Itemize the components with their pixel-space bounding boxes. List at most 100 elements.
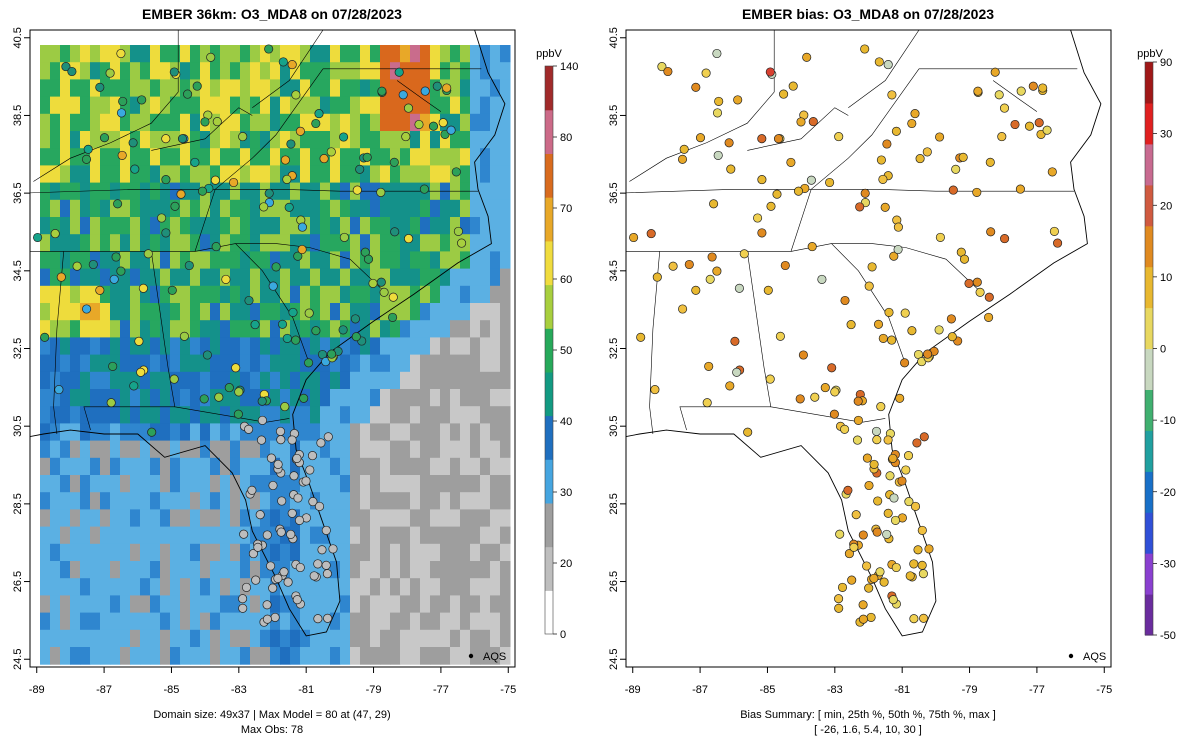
bias-station xyxy=(860,188,870,198)
grid-cell xyxy=(230,285,241,304)
grid-cell xyxy=(200,148,211,166)
grid-cell xyxy=(400,217,411,235)
grid-cell xyxy=(110,131,121,149)
x-tick-label: -85 xyxy=(760,684,776,696)
grid-cell xyxy=(150,492,161,510)
grid-cell xyxy=(190,423,201,442)
grid-cell xyxy=(250,285,261,304)
grid-cell xyxy=(490,96,501,115)
grid-cell xyxy=(470,578,481,596)
bias-station xyxy=(834,132,844,142)
bias-station xyxy=(917,560,927,570)
grid-cell xyxy=(430,423,441,442)
grid-cell xyxy=(130,320,141,338)
grid-cell xyxy=(450,406,461,424)
grid-cell xyxy=(410,389,421,407)
grid-cell xyxy=(320,217,331,235)
grid-cell xyxy=(210,595,221,614)
grid-cell xyxy=(420,285,431,304)
grid-cell xyxy=(470,526,481,545)
grid-cell xyxy=(340,96,351,115)
aqs-station xyxy=(379,287,389,297)
grid-cell xyxy=(170,389,181,407)
grid-cell xyxy=(120,647,131,665)
grid-cell xyxy=(180,629,191,648)
grid-cell xyxy=(360,492,371,510)
aqs-station xyxy=(362,152,372,162)
grid-cell xyxy=(220,595,231,614)
colorbar-segment xyxy=(545,546,553,591)
grid-cell xyxy=(150,647,161,665)
grid-cell xyxy=(130,561,141,579)
state-border xyxy=(811,68,920,190)
grid-cell xyxy=(310,303,321,321)
bias-station xyxy=(984,312,994,322)
grid-cell xyxy=(310,475,321,493)
grid-cell xyxy=(130,647,141,665)
aqs-station xyxy=(256,435,267,445)
grid-cell xyxy=(200,303,211,321)
grid-cell xyxy=(180,371,191,390)
colorbar-unit: ppbV xyxy=(536,48,562,60)
grid-cell xyxy=(330,389,341,407)
grid-cell xyxy=(220,509,231,528)
grid-cell xyxy=(200,165,211,184)
grid-cell xyxy=(290,337,301,356)
grid-cell xyxy=(40,148,51,166)
grid-cell xyxy=(440,475,451,493)
grid-cell xyxy=(460,423,471,442)
colorbar-tick-label: 70 xyxy=(560,203,572,215)
grid-cell xyxy=(310,457,321,476)
grid-cell xyxy=(190,217,201,235)
grid-cell xyxy=(320,475,331,493)
grid-cell xyxy=(310,131,321,149)
grid-cell xyxy=(120,62,131,80)
grid-cell xyxy=(500,45,511,63)
y-tick-label: 26.5 xyxy=(608,571,620,592)
grid-cell xyxy=(430,526,441,545)
grid-cell xyxy=(420,509,431,528)
grid-cell xyxy=(140,578,151,596)
grid-cell xyxy=(300,199,311,218)
grid-cell xyxy=(210,251,221,270)
grid-cell xyxy=(490,79,501,98)
bias-station xyxy=(866,612,876,622)
bias-station xyxy=(663,66,673,77)
grid-cell xyxy=(290,199,301,218)
y-tick-label: 32.5 xyxy=(608,338,620,359)
grid-cell xyxy=(150,337,161,356)
grid-cell xyxy=(90,79,101,98)
grid-cell xyxy=(100,475,111,493)
grid-cell xyxy=(490,182,501,201)
grid-cell xyxy=(270,440,281,459)
grid-cell xyxy=(280,165,291,184)
colorbar-unit: ppbV xyxy=(1137,48,1163,60)
grid-cell xyxy=(100,629,111,648)
grid-cell xyxy=(280,45,291,63)
grid-cell xyxy=(350,217,361,235)
bias-station xyxy=(888,453,898,463)
grid-cell xyxy=(240,354,251,373)
grid-cell xyxy=(320,595,331,614)
bias-station xyxy=(757,134,767,144)
grid-cell xyxy=(430,595,441,614)
bias-station xyxy=(834,603,844,613)
aqs-station xyxy=(106,398,116,408)
aqs-station xyxy=(275,426,286,436)
grid-cell xyxy=(320,406,331,424)
grid-cell xyxy=(490,113,501,132)
model-map-panel: EMBER 36km: O3_MDA8 on 07/28/2023 -89 -87… xyxy=(12,6,578,736)
aqs-station xyxy=(238,603,248,613)
grid-cell xyxy=(240,389,251,407)
grid-cell xyxy=(100,647,111,665)
aqs-station xyxy=(376,187,386,197)
bias-station xyxy=(852,435,863,445)
grid-cell xyxy=(270,96,281,115)
grid-cell xyxy=(260,629,271,648)
grid-cell xyxy=(350,337,361,356)
grid-cell xyxy=(390,475,401,493)
aqs-station xyxy=(83,144,93,154)
grid-cell xyxy=(280,337,291,356)
state-border xyxy=(215,68,324,190)
grid-cell xyxy=(430,217,441,235)
